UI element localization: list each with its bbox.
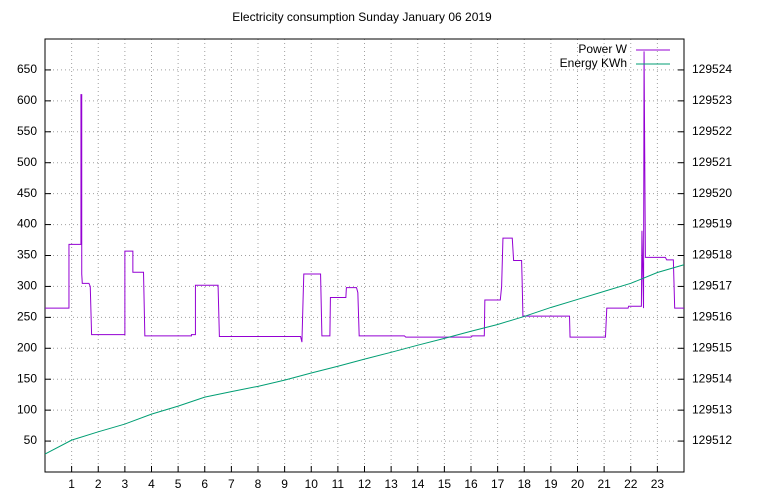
x-tick-label: 23 bbox=[651, 477, 665, 491]
x-tick-label: 22 bbox=[624, 477, 638, 491]
x-tick-label: 4 bbox=[148, 477, 155, 491]
chart-title: Electricity consumption Sunday January 0… bbox=[232, 10, 492, 24]
y2-tick-label: 129513 bbox=[692, 402, 732, 416]
x-tick-label: 16 bbox=[464, 477, 478, 491]
x-tick-label: 19 bbox=[544, 477, 558, 491]
y-tick-label: 250 bbox=[17, 310, 37, 324]
y-tick-label: 50 bbox=[24, 433, 38, 447]
x-tick-label: 10 bbox=[305, 477, 319, 491]
y-tick-label: 100 bbox=[17, 402, 37, 416]
y2-tick-label: 129514 bbox=[692, 371, 732, 385]
x-tick-label: 11 bbox=[332, 477, 345, 491]
y2-tick-label: 129515 bbox=[692, 340, 732, 354]
x-tick-label: 3 bbox=[122, 477, 129, 491]
x-tick-label: 2 bbox=[95, 477, 102, 491]
x-tick-label: 6 bbox=[201, 477, 208, 491]
y-tick-label: 650 bbox=[17, 62, 37, 76]
x-tick-label: 1 bbox=[68, 477, 75, 491]
y2-tick-label: 129512 bbox=[692, 433, 732, 447]
x-tick-label: 7 bbox=[228, 477, 235, 491]
x-tick-label: 9 bbox=[281, 477, 288, 491]
x-tick-label: 14 bbox=[411, 477, 425, 491]
y2-tick-label: 129521 bbox=[692, 155, 732, 169]
x-tick-label: 21 bbox=[597, 477, 611, 491]
y-tick-label: 500 bbox=[17, 155, 37, 169]
y-tick-label: 200 bbox=[17, 340, 37, 354]
series-line bbox=[44, 264, 685, 455]
y-tick-label: 350 bbox=[17, 248, 37, 262]
y2-tick-label: 129516 bbox=[692, 310, 732, 324]
y-tick-label: 450 bbox=[17, 186, 37, 200]
x-tick-label: 15 bbox=[438, 477, 452, 491]
legend-label: Power W bbox=[578, 42, 627, 56]
y2-tick-label: 129522 bbox=[692, 124, 732, 138]
y2-tick-label: 129519 bbox=[692, 217, 732, 231]
y2-tick-label: 129517 bbox=[692, 279, 732, 293]
y-tick-label: 400 bbox=[17, 217, 37, 231]
y2-tick-label: 129520 bbox=[692, 186, 732, 200]
x-tick-label: 8 bbox=[255, 477, 262, 491]
x-tick-label: 17 bbox=[491, 477, 505, 491]
x-tick-label: 5 bbox=[175, 477, 182, 491]
legend-label: Energy KWh bbox=[560, 56, 627, 70]
y2-tick-label: 129523 bbox=[692, 93, 732, 107]
x-tick-label: 13 bbox=[384, 477, 398, 491]
y2-tick-label: 129518 bbox=[692, 248, 732, 262]
y2-tick-label: 129524 bbox=[692, 62, 732, 76]
y-tick-label: 150 bbox=[17, 371, 37, 385]
x-tick-label: 12 bbox=[358, 477, 372, 491]
plot-frame bbox=[44, 38, 685, 473]
y-tick-label: 600 bbox=[17, 93, 37, 107]
y-tick-label: 550 bbox=[17, 124, 37, 138]
x-tick-label: 20 bbox=[571, 477, 585, 491]
series-line bbox=[45, 51, 684, 343]
x-tick-label: 18 bbox=[518, 477, 532, 491]
y-tick-label: 300 bbox=[17, 279, 37, 293]
